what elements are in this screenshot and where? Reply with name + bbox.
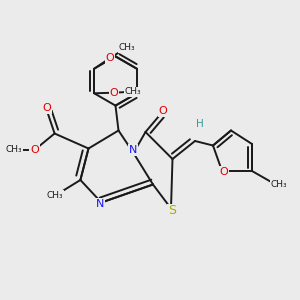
Text: CH₃: CH₃ (270, 180, 287, 189)
Text: O: O (105, 53, 114, 63)
Text: O: O (30, 145, 39, 155)
Text: O: O (219, 167, 228, 177)
Text: CH₃: CH₃ (6, 146, 22, 154)
Text: CH₃: CH₃ (46, 190, 63, 200)
Text: O: O (109, 88, 118, 98)
Text: CH₃: CH₃ (125, 87, 142, 96)
Text: O: O (158, 106, 167, 116)
Text: H: H (196, 119, 203, 130)
Text: N: N (129, 145, 137, 155)
Text: N: N (96, 199, 105, 209)
Text: S: S (168, 204, 176, 218)
Text: CH₃: CH₃ (119, 43, 136, 52)
Text: O: O (42, 103, 51, 113)
